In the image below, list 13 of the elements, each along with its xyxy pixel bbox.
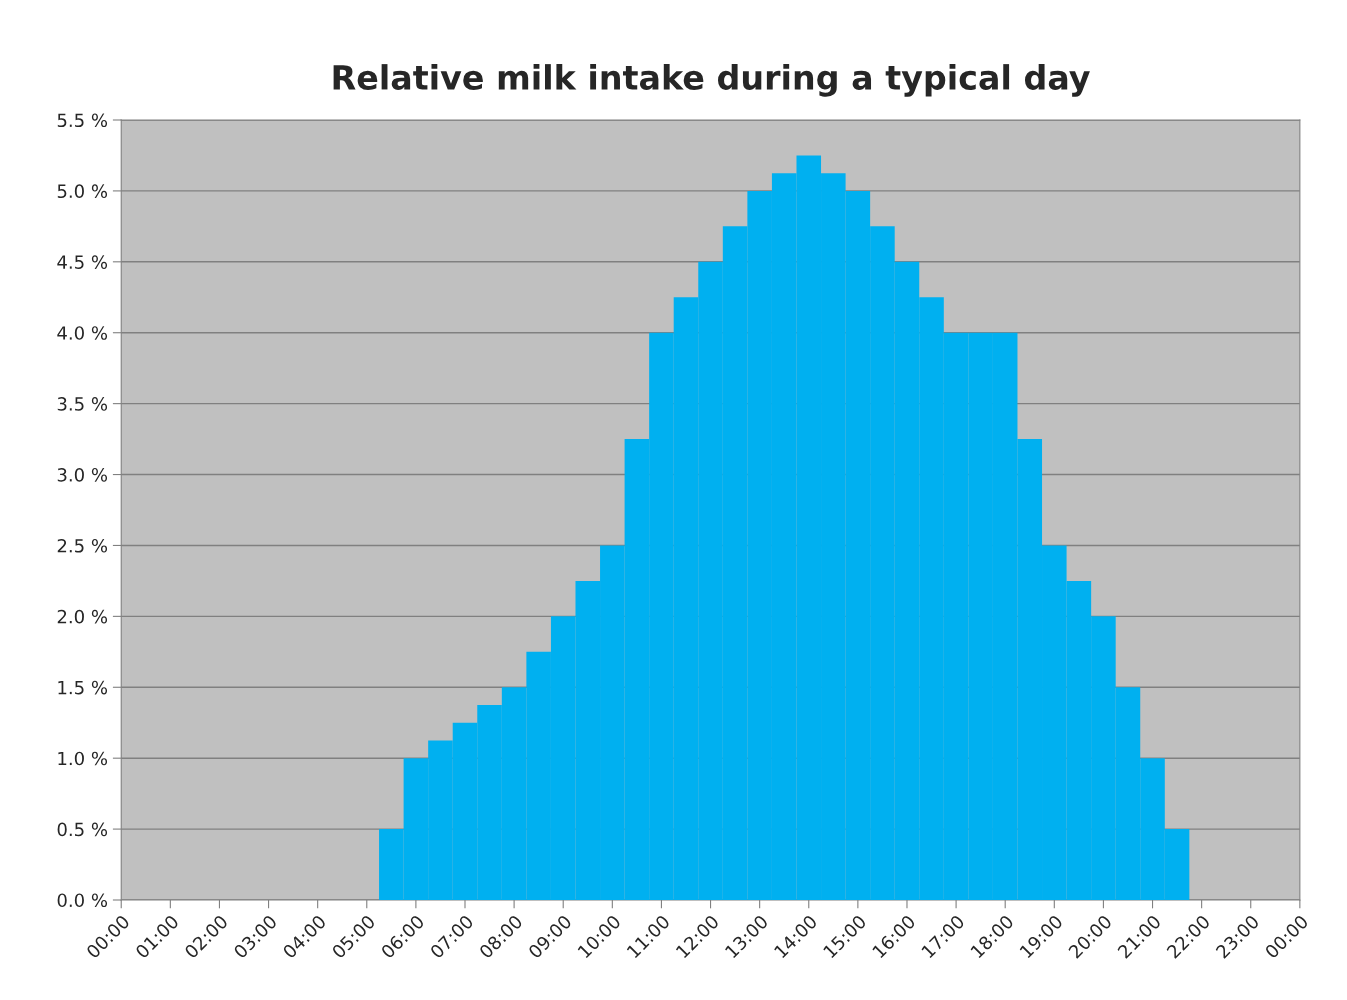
y-tick-label: 4.0 %: [57, 326, 108, 340]
y-tick-label: 5.0 %: [57, 184, 108, 199]
y-tick-label: 1.0 %: [58, 751, 108, 766]
y-tick-label: 2.5 %: [57, 538, 108, 553]
y-tick-label: 4.5 %: [57, 255, 108, 269]
y-tick-label: 0.5 %: [57, 822, 108, 837]
y-tick-label: 3.5 %: [57, 397, 108, 411]
chart-title: Relative milk intake during a typical day: [333, 64, 1090, 97]
y-tick-label: 0.0 %: [57, 893, 108, 908]
y-tick-label: 2.0 %: [57, 609, 108, 624]
y-tick-label: 5.5 %: [57, 113, 108, 128]
y-tick-label: 3.0 %: [57, 468, 108, 482]
y-tick-label: 1.5 %: [58, 680, 108, 695]
